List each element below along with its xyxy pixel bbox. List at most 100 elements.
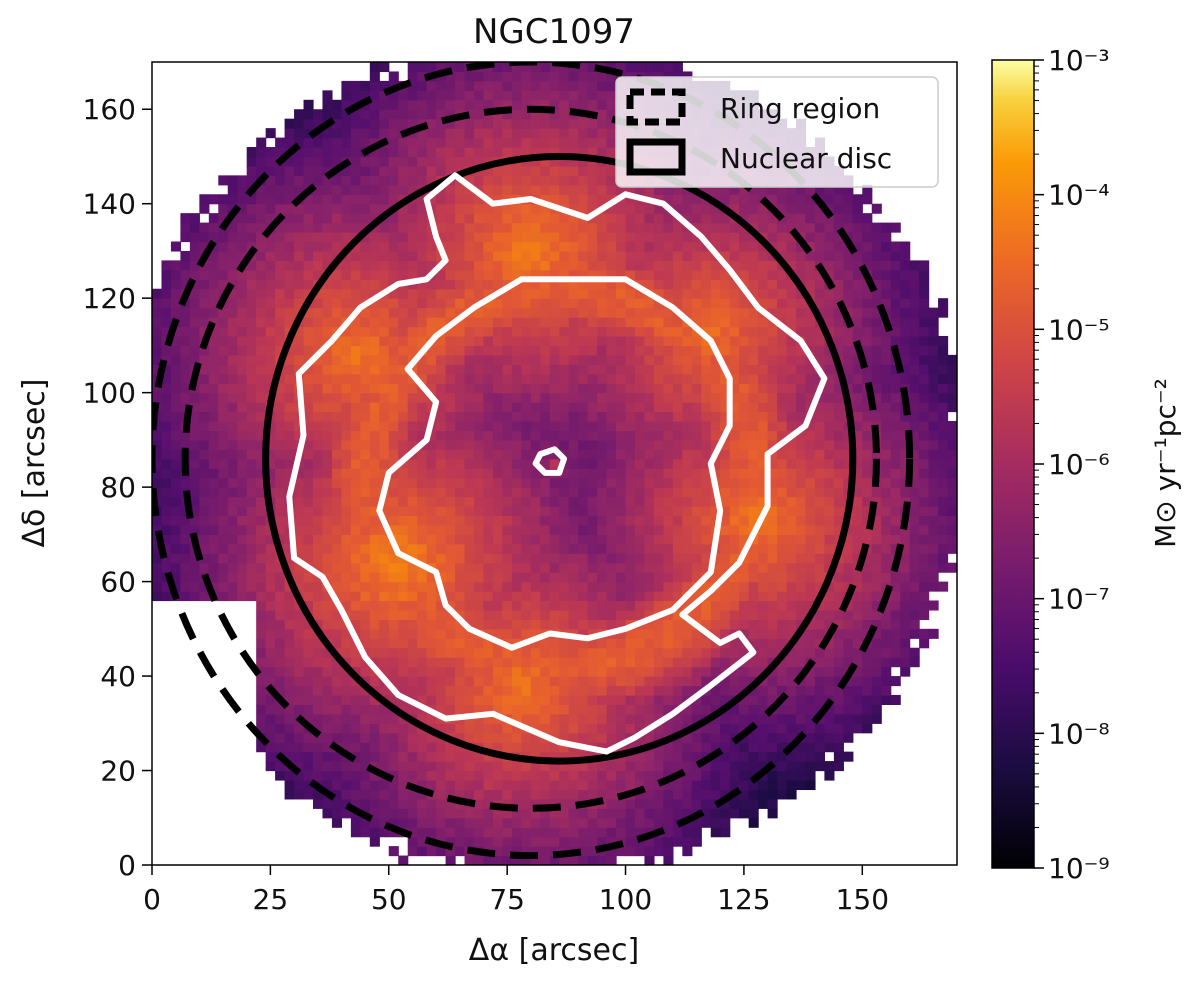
emission-cell [540, 71, 551, 82]
emission-cell [568, 836, 579, 847]
emission-cell [331, 609, 343, 620]
emission-cell [701, 534, 712, 545]
emission-cell [199, 288, 210, 299]
emission-cell [360, 524, 371, 535]
emission-cell [350, 704, 361, 715]
emission-cell [398, 354, 409, 365]
emission-cell [180, 373, 191, 384]
emission-cell [256, 411, 267, 422]
emission-cell [701, 619, 712, 630]
emission-cell [483, 439, 494, 450]
emission-cell [502, 524, 513, 535]
emission-cell [350, 770, 361, 781]
emission-cell [682, 742, 693, 753]
emission-cell [464, 430, 475, 441]
emission-cell [208, 364, 219, 375]
emission-cell [161, 260, 172, 271]
emission-cell [256, 402, 267, 413]
emission-cell [492, 241, 504, 252]
emission-cell [379, 647, 390, 658]
emission-cell [540, 241, 551, 252]
emission-cell [464, 666, 475, 677]
emission-cell [559, 676, 570, 687]
emission-cell [360, 742, 371, 753]
emission-cell [369, 713, 380, 724]
emission-cell [691, 694, 702, 705]
emission-cell [710, 458, 721, 469]
emission-cell [256, 619, 267, 630]
emission-cell [398, 808, 409, 819]
emission-cell [227, 298, 238, 309]
emission-cell [729, 638, 740, 649]
emission-cell [483, 165, 494, 176]
emission-cell [218, 591, 229, 602]
emission-cell [568, 770, 579, 781]
emission-cell [748, 619, 759, 630]
emission-cell [417, 222, 428, 233]
emission-cell [672, 553, 683, 564]
emission-cell [502, 534, 513, 545]
emission-cell [417, 90, 428, 101]
emission-cell [483, 628, 494, 639]
emission-cell [388, 581, 399, 592]
emission-cell [597, 732, 608, 743]
emission-cell [511, 581, 522, 592]
emission-cell [606, 591, 617, 602]
emission-cell [322, 732, 333, 743]
emission-cell [341, 118, 352, 129]
emission-cell [407, 411, 418, 422]
emission-cell [313, 685, 324, 696]
emission-cell [218, 383, 229, 394]
emission-cell [606, 468, 617, 479]
emission-cell [663, 543, 674, 554]
emission-cell [152, 543, 163, 554]
emission-cell [426, 600, 437, 611]
emission-cell [388, 779, 399, 791]
emission-cell [663, 326, 674, 337]
emission-cell [436, 383, 447, 394]
emission-cell [227, 477, 238, 488]
emission-cell [152, 298, 163, 309]
emission-cell [682, 402, 693, 413]
emission-cell [445, 836, 456, 847]
emission-cell [691, 770, 702, 781]
emission-cell [388, 90, 399, 101]
emission-cell [549, 222, 560, 233]
emission-cell [511, 817, 522, 828]
emission-cell [777, 553, 788, 564]
emission-cell [777, 184, 788, 195]
emission-cell [407, 118, 418, 129]
emission-cell [237, 345, 248, 356]
emission-cell [398, 402, 409, 413]
emission-cell [398, 203, 409, 214]
emission-cell [511, 468, 522, 479]
emission-cell [672, 260, 683, 271]
emission-cell [729, 619, 740, 630]
emission-cell [587, 619, 598, 630]
emission-cell [777, 581, 788, 592]
emission-cell [644, 798, 655, 809]
emission-cell [237, 241, 248, 252]
emission-cell [313, 676, 324, 687]
emission-cell [597, 779, 608, 791]
emission-cell [474, 222, 485, 233]
emission-cell [549, 704, 560, 715]
emission-cell [682, 846, 693, 857]
emission-cell [691, 836, 702, 847]
emission-cell [313, 307, 324, 318]
emission-cell [578, 657, 589, 668]
emission-cell [587, 846, 598, 857]
emission-cell [492, 364, 504, 375]
emission-cell [521, 109, 532, 120]
emission-cell [275, 345, 286, 356]
emission-cell [767, 373, 778, 384]
emission-cell [492, 203, 504, 214]
emission-cell [653, 420, 665, 432]
emission-cell [549, 317, 560, 328]
emission-cell [653, 487, 665, 498]
emission-cell [246, 581, 257, 592]
emission-cell [748, 553, 759, 564]
emission-cell [559, 477, 570, 488]
emission-cell [303, 496, 314, 507]
emission-cell [587, 477, 598, 488]
